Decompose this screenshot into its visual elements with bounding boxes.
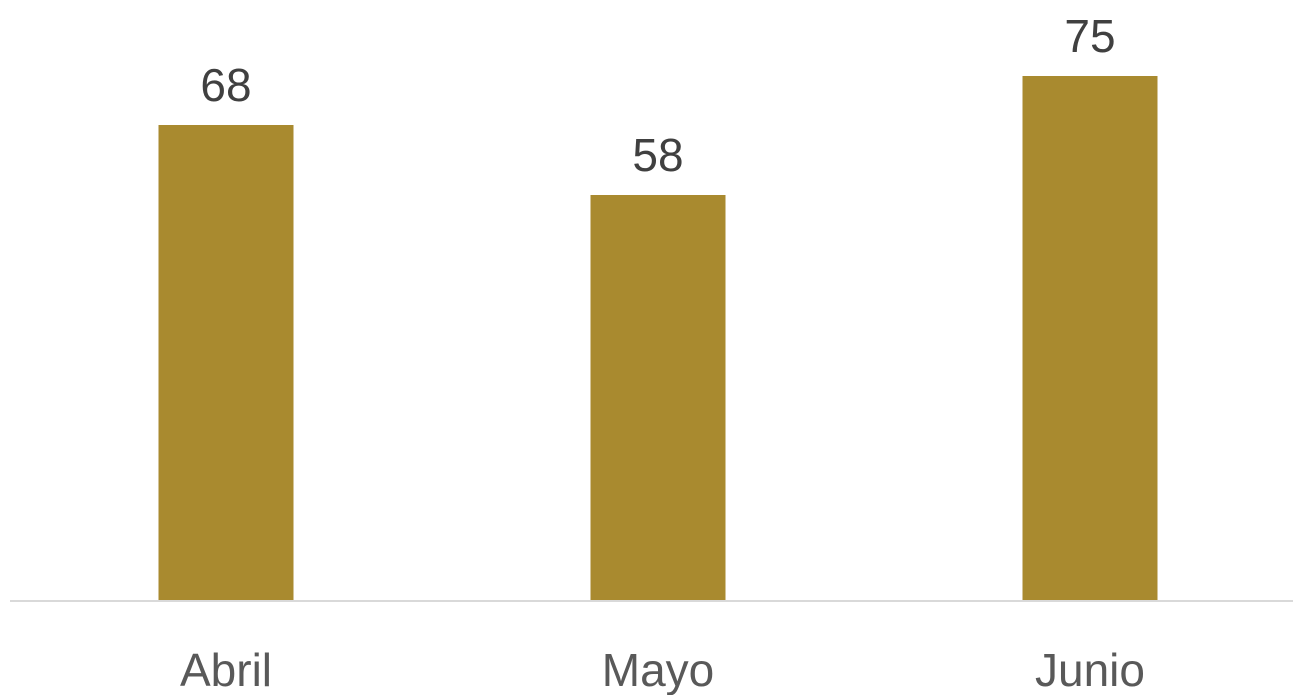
data-label-abril: 68 (200, 59, 251, 111)
data-label-mayo: 58 (632, 129, 683, 181)
category-label-junio: Junio (1035, 644, 1145, 695)
category-axis: Abril Mayo Junio (180, 644, 1145, 695)
labels-layer: 68 58 75 (200, 10, 1115, 181)
bar-abril (158, 125, 294, 601)
category-label-abril: Abril (180, 644, 272, 695)
bars-layer (158, 76, 1158, 601)
data-label-junio: 75 (1064, 10, 1115, 62)
bar-mayo (590, 195, 726, 601)
category-label-mayo: Mayo (602, 644, 714, 695)
bar-junio (1022, 76, 1158, 601)
